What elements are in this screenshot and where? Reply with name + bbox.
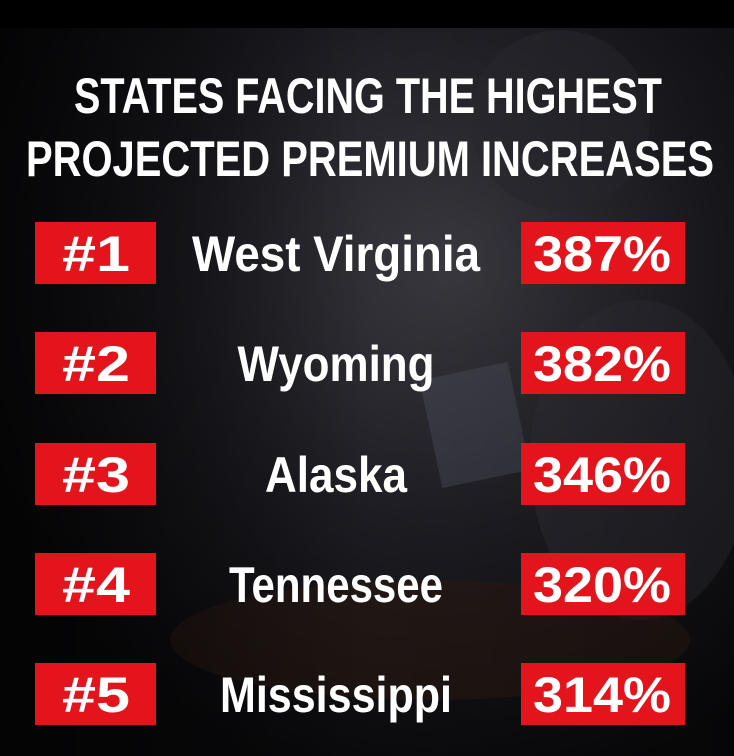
value-badge [521,332,685,394]
rank-label: #4 [62,557,130,613]
rank-badge [35,332,156,394]
state-name: Wyoming [238,336,435,392]
state-name: Alaska [265,447,408,503]
rank-badge [35,663,156,725]
ranking-row: #4 Tennessee 320% [35,553,685,615]
increase-value: 314% [533,667,671,723]
state-name: West Virginia [192,226,481,282]
increase-value: 387% [533,226,671,282]
increase-value: 320% [533,557,671,613]
state-name: Tennessee [229,557,443,613]
increase-value: 346% [533,447,671,503]
rank-label: #1 [62,226,130,282]
title-line: STATES FACING THE HIGHEST [74,68,662,124]
ranking-row: #5 Mississippi 314% [35,663,685,725]
value-badge [521,443,685,505]
rank-badge [35,222,156,284]
ranking-row: #2 Wyoming 382% [35,332,685,394]
state-name: Mississippi [220,667,452,723]
rank-label: #3 [62,447,130,503]
ranking-row: #3 Alaska 346% [35,443,685,505]
value-badge [521,663,685,725]
increase-value: 382% [533,336,671,392]
rank-label: #5 [62,667,130,723]
ranking-row: #1 West Virginia 387% [35,222,685,284]
rank-label: #2 [62,336,130,392]
top-bar [0,0,734,28]
rank-badge [35,553,156,615]
value-badge [521,222,685,284]
title-line: PROJECTED PREMIUM INCREASES [26,131,714,187]
rank-badge [35,443,156,505]
ranking-list: #1 West Virginia 387% #2 Wyoming 382% #3 Alaska… [35,222,685,725]
value-badge [521,553,685,615]
